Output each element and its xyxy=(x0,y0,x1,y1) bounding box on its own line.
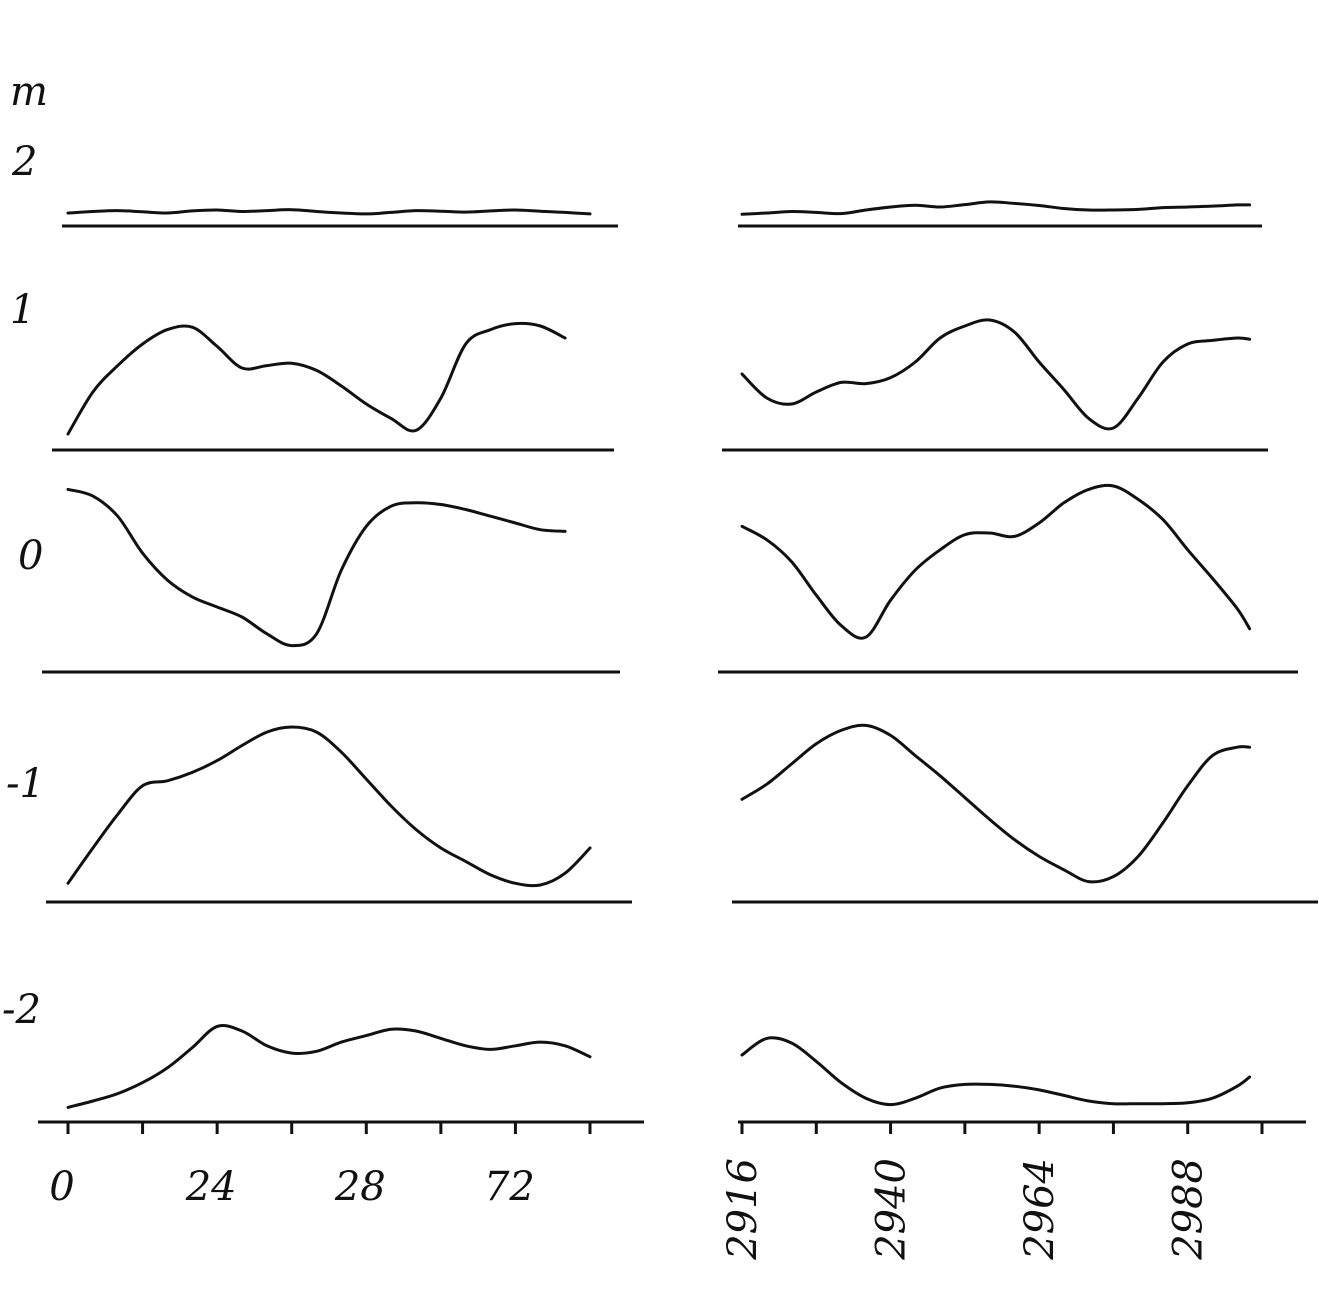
series-line-right-m-2 xyxy=(740,1036,1252,1107)
row-label-m-2: -2 xyxy=(2,987,41,1033)
series-line-right-m0 xyxy=(740,483,1252,640)
series-line-right-m-1 xyxy=(740,723,1252,884)
series-line-left-m1 xyxy=(66,321,567,436)
series-line-left-m2 xyxy=(66,208,592,216)
x-tick-label-left-0: 0 xyxy=(49,1164,74,1210)
row-label-m0: 0 xyxy=(18,533,44,579)
series-line-right-m1 xyxy=(740,318,1252,431)
row-label-m2: 2 xyxy=(12,139,38,185)
series-line-left-m-1 xyxy=(66,725,592,888)
x-tick-label-left-2: 28 xyxy=(334,1164,386,1210)
row-label-m-1: -1 xyxy=(6,761,45,807)
x-tick-label-right-1: 2940 xyxy=(869,1158,915,1261)
x-tick-label-left-3: 72 xyxy=(484,1164,535,1210)
series-line-right-m2 xyxy=(740,200,1252,216)
x-tick-label-right-0: 2916 xyxy=(720,1158,766,1261)
x-tick-label-right-2: 2964 xyxy=(1017,1158,1063,1261)
x-tick-label-left-1: 24 xyxy=(185,1164,237,1210)
series-line-left-m-2 xyxy=(66,1024,592,1109)
row-label-m1: 1 xyxy=(10,287,36,333)
series-line-left-m0 xyxy=(66,487,567,648)
m-axis-label: m xyxy=(10,69,48,115)
x-tick-label-right-3: 2988 xyxy=(1166,1158,1212,1261)
